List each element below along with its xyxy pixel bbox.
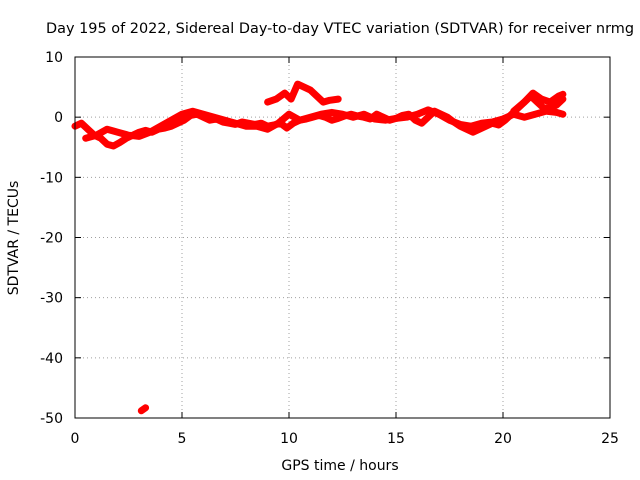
y-tick-label: 10 <box>45 50 63 66</box>
series-layer <box>71 80 567 415</box>
y-tick-label: -10 <box>40 170 63 186</box>
series-late-upper-trace <box>510 89 567 115</box>
x-tick-label: 15 <box>387 431 405 447</box>
x-tick-label: 20 <box>494 431 512 447</box>
tick-layer: 0 5 10 15 20 25 10 0 -10 -20 -30 -40 -50 <box>40 50 619 447</box>
chart-title: Day 195 of 2022, Sidereal Day-to-day VTE… <box>46 21 634 37</box>
series-outlier-trace <box>137 404 150 415</box>
x-axis-title: GPS time / hours <box>281 458 398 474</box>
y-tick-label: -50 <box>40 411 63 427</box>
y-axis-title: SDTVAR / TECUs <box>6 181 22 296</box>
x-tick-label: 0 <box>71 431 80 447</box>
x-tick-label: 10 <box>280 431 298 447</box>
series-upper-trace <box>82 106 567 142</box>
series-hump-trace <box>264 80 342 106</box>
x-tick-label: 5 <box>178 431 187 447</box>
y-tick-label: -30 <box>40 291 63 307</box>
x-tick-label: 25 <box>601 431 619 447</box>
y-tick-label: -20 <box>40 231 63 247</box>
y-tick-label: -40 <box>40 351 63 367</box>
y-tick-label: 0 <box>54 110 63 126</box>
